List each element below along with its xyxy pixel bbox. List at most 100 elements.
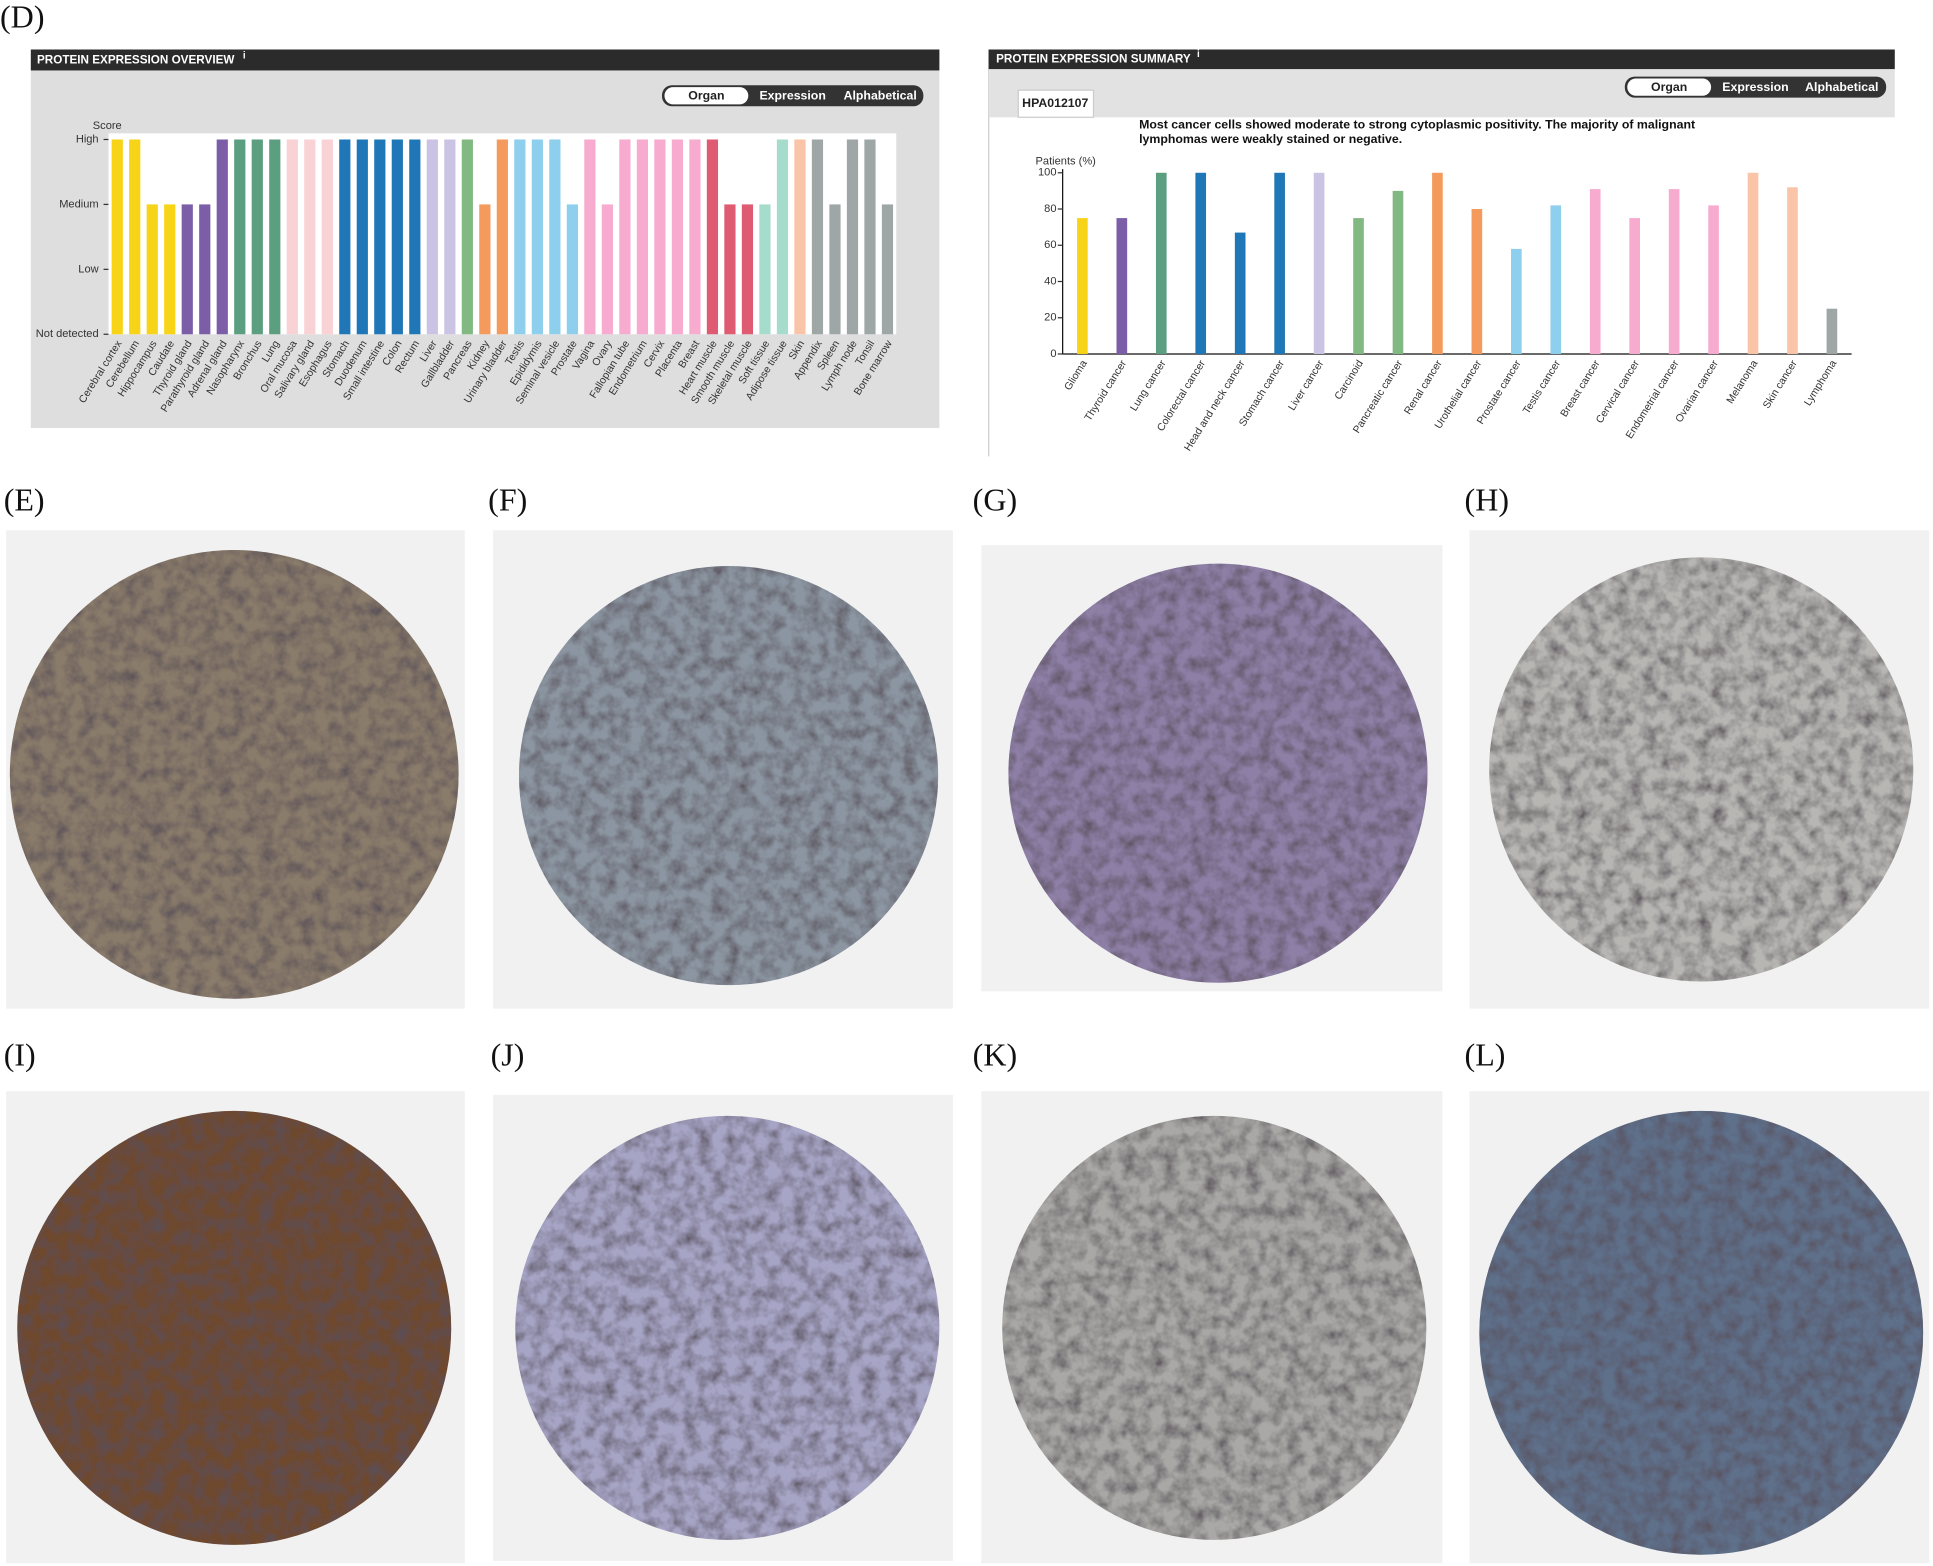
bar	[671, 139, 684, 335]
bar	[216, 139, 228, 335]
bar	[409, 139, 421, 335]
bar	[111, 139, 123, 335]
tissue-core	[9, 550, 459, 999]
bar	[1116, 218, 1128, 354]
tissue-core	[1479, 1110, 1924, 1555]
bar	[514, 139, 526, 335]
bar	[1392, 190, 1404, 354]
tissue-core	[515, 1115, 940, 1540]
bar	[1077, 218, 1088, 354]
y-tick-label: 0	[1050, 348, 1056, 360]
bar	[1353, 218, 1364, 354]
panel-header	[30, 49, 940, 71]
tissue-core	[1008, 563, 1428, 983]
bar	[1708, 205, 1719, 354]
button[interactable]: Organ	[688, 89, 724, 103]
panel-label: (F)	[488, 482, 527, 518]
bar	[129, 139, 141, 335]
panel-header	[988, 49, 1895, 70]
bar	[776, 139, 789, 335]
button-selected	[1627, 78, 1712, 96]
bar	[1234, 232, 1246, 354]
bar	[426, 139, 438, 335]
bar	[479, 204, 491, 335]
bar	[846, 139, 859, 335]
bar	[881, 204, 894, 335]
panel-label: (D)	[0, 0, 45, 34]
panel-label: (L)	[1465, 1036, 1506, 1072]
bar	[1629, 218, 1640, 354]
bar	[269, 139, 281, 335]
description: Most cancer cells showed moderate to str…	[1139, 118, 1696, 147]
y-tick-label: High	[76, 133, 99, 145]
y-axis-label: Score	[93, 120, 122, 132]
bar	[584, 139, 596, 335]
button[interactable]: Alphabetical	[1805, 80, 1878, 94]
bar	[549, 139, 561, 335]
y-tick-label: 80	[1044, 203, 1056, 215]
bar	[1313, 172, 1325, 354]
description-box: Most cancer cells showed moderate to str…	[1139, 118, 1696, 147]
histology-images	[6, 530, 1930, 1564]
bar	[1550, 205, 1562, 354]
bar	[724, 204, 736, 335]
bar	[1155, 172, 1167, 354]
tissue-core	[17, 1110, 452, 1545]
tissue-core	[519, 566, 939, 986]
bar	[864, 139, 876, 335]
button-selected	[664, 87, 749, 105]
bar	[321, 139, 333, 335]
panel-label: (J)	[491, 1036, 525, 1072]
bar	[391, 139, 403, 335]
y-axis-label: Patients (%)	[1036, 156, 1096, 168]
bar	[636, 139, 649, 335]
bar	[1589, 189, 1601, 354]
button[interactable]: Expression	[759, 89, 825, 103]
tissue-core	[1489, 557, 1914, 982]
bar	[794, 139, 806, 335]
y-tick-label: 40	[1044, 275, 1056, 287]
panel-label: (I)	[4, 1036, 36, 1072]
y-tick-label: Medium	[59, 198, 98, 210]
panel-label: (K)	[973, 1036, 1017, 1072]
bar	[759, 204, 771, 335]
panel-title: PROTEIN EXPRESSION SUMMARY	[996, 52, 1191, 65]
y-tick-label: Low	[78, 263, 99, 275]
antibody-id: HPA012107	[1022, 96, 1088, 110]
bar	[1747, 172, 1759, 354]
info-icon[interactable]: i	[1197, 49, 1200, 60]
bar	[339, 139, 351, 335]
panel-label: (G)	[973, 482, 1017, 518]
button[interactable]: Organ	[1651, 80, 1687, 94]
bar	[251, 139, 263, 335]
bar	[496, 139, 508, 335]
bar	[181, 204, 193, 335]
bar	[356, 139, 368, 335]
bar	[199, 204, 211, 335]
info-icon[interactable]: i	[243, 50, 246, 61]
button[interactable]: Expression	[1722, 80, 1788, 94]
panel-label: (E)	[4, 482, 45, 518]
button[interactable]: Alphabetical	[844, 89, 917, 103]
bar	[706, 139, 719, 335]
bar	[601, 204, 613, 335]
tissue-core	[1002, 1115, 1427, 1540]
panel-title: PROTEIN EXPRESSION OVERVIEW	[37, 54, 235, 67]
bar	[286, 139, 298, 335]
bar	[444, 139, 456, 335]
bar	[1471, 209, 1483, 354]
y-tick-label: Not detected	[36, 328, 99, 340]
bar	[1432, 172, 1443, 354]
bar	[1668, 189, 1680, 354]
antibody-tab[interactable]	[1017, 89, 1095, 118]
bar	[741, 204, 754, 335]
bar	[654, 139, 666, 335]
bar	[146, 204, 158, 335]
bar	[164, 204, 176, 335]
y-tick-label: 60	[1044, 239, 1056, 251]
bar	[461, 139, 473, 335]
bar	[1195, 172, 1207, 354]
bar	[234, 139, 246, 335]
bar	[811, 139, 824, 335]
